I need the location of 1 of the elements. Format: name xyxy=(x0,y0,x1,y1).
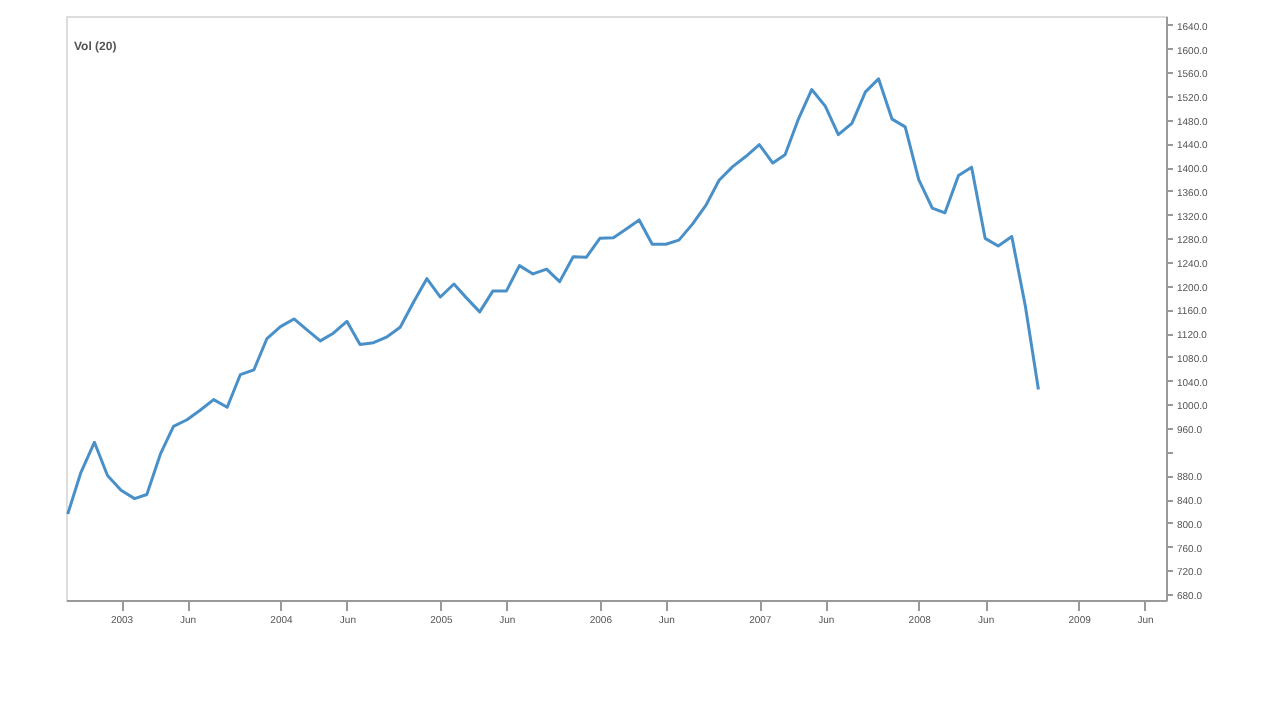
line-series xyxy=(66,77,1040,516)
